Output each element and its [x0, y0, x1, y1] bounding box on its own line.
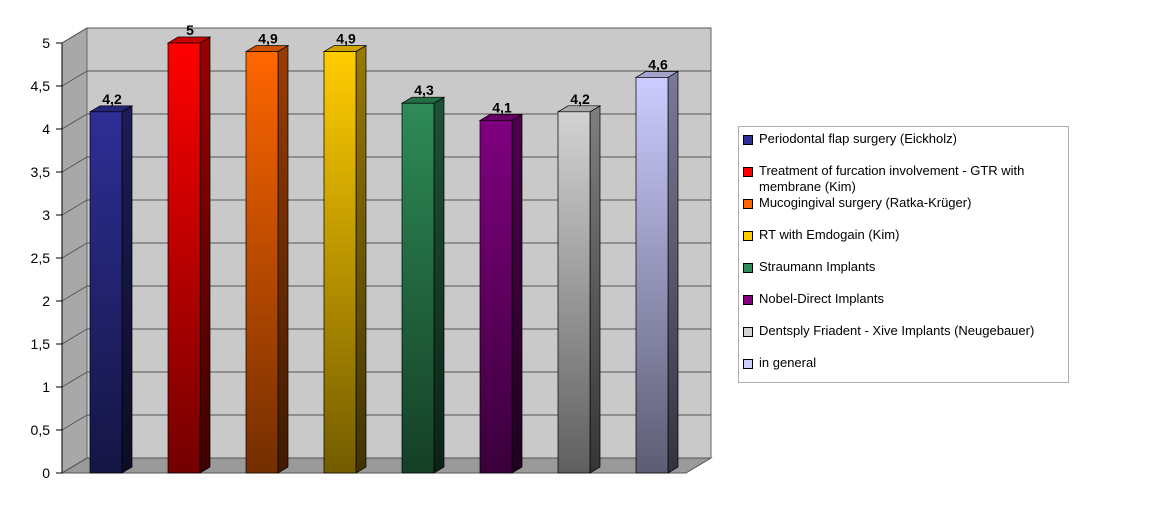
bars — [88, 36, 680, 474]
y-tick-label: 5 — [42, 35, 50, 51]
y-tick-label: 0,5 — [31, 422, 51, 438]
data-label: 4,9 — [258, 31, 278, 47]
y-tick-label: 0 — [42, 465, 50, 481]
legend-label: in general — [759, 355, 817, 370]
legend-item: Treatment of furcation involvement - GTR… — [743, 163, 1064, 195]
plot-floor — [60, 457, 713, 474]
legend-swatch — [743, 327, 753, 337]
legend-item: Periodontal flap surgery (Eickholz) — [743, 131, 1064, 147]
bar-side — [199, 36, 211, 474]
bar — [557, 111, 591, 474]
legend-label: Nobel-Direct Implants — [759, 291, 884, 306]
y-tick-label: 1,5 — [31, 336, 51, 352]
legend-swatch — [743, 263, 753, 273]
legend-swatch — [743, 231, 753, 241]
data-label: 4,2 — [570, 91, 590, 107]
gridline-side — [61, 371, 88, 388]
y-tick-label: 3 — [42, 207, 50, 223]
gridline-side — [61, 199, 88, 216]
data-label: 4,6 — [648, 56, 668, 72]
legend-item: Nobel-Direct Implants — [743, 291, 1064, 307]
bar-side — [121, 105, 133, 474]
gridline-side — [61, 27, 88, 44]
data-label: 4,1 — [492, 99, 512, 115]
legend-swatch — [743, 199, 753, 209]
bar-side — [511, 113, 523, 474]
bar-side — [589, 105, 601, 474]
bar — [89, 111, 123, 474]
bar — [323, 51, 357, 474]
legend-label: Treatment of furcation involvement - GTR… — [759, 163, 1025, 194]
legend-label: Mucogingival surgery (Ratka-Krüger) — [759, 195, 972, 210]
y-axis: 0 0,5 1 1,5 2 2,5 3 3,5 4 4,5 5 — [31, 35, 63, 481]
y-tick-label: 3,5 — [31, 164, 51, 180]
y-tick-label: 2,5 — [31, 250, 51, 266]
gridline-side — [61, 457, 88, 474]
data-label: 4,2 — [102, 91, 122, 107]
bar-side — [433, 96, 445, 474]
y-tick-label: 2 — [42, 293, 50, 309]
legend-label: Periodontal flap surgery (Eickholz) — [759, 131, 957, 146]
y-tick-label: 4 — [42, 121, 50, 137]
legend-item: in general — [743, 355, 1064, 371]
legend-item: Straumann Implants — [743, 259, 1064, 275]
data-labels: 4,2 5 4,9 4,9 4,3 4,1 4,2 4,6 — [102, 22, 668, 115]
data-label: 4,3 — [414, 82, 434, 98]
bar — [635, 77, 669, 474]
data-label: 4,9 — [336, 31, 356, 47]
gridline-side — [61, 328, 88, 345]
bar — [401, 102, 435, 474]
bar-side — [277, 44, 289, 474]
bar-side — [667, 70, 679, 474]
legend-label: RT with Emdogain (Kim) — [759, 227, 900, 242]
legend-item: Mucogingival surgery (Ratka-Krüger) — [743, 195, 1064, 211]
legend-swatch — [743, 135, 753, 145]
legend-swatch — [743, 295, 753, 305]
legend-label: Dentsply Friadent - Xive Implants (Neuge… — [759, 323, 1035, 338]
gridline-side — [61, 285, 88, 302]
gridline-side — [61, 70, 88, 87]
gridline-side — [61, 113, 88, 130]
bar — [245, 51, 279, 474]
data-label: 5 — [186, 22, 194, 38]
gridline-side — [61, 242, 88, 259]
legend-swatch — [743, 167, 753, 177]
y-tick-label: 1 — [42, 379, 50, 395]
legend-item: Dentsply Friadent - Xive Implants (Neuge… — [743, 323, 1064, 339]
legend-label: Straumann Implants — [759, 259, 876, 274]
legend-swatch — [743, 359, 753, 369]
y-tick-label: 4,5 — [31, 78, 51, 94]
bar — [167, 42, 201, 474]
gridline-side — [61, 156, 88, 173]
legend-item: RT with Emdogain (Kim) — [743, 227, 1064, 243]
legend: Periodontal flap surgery (Eickholz) Treat… — [738, 126, 1069, 383]
gridline-side — [61, 414, 88, 431]
bar — [479, 120, 513, 474]
bar-side — [355, 44, 367, 474]
